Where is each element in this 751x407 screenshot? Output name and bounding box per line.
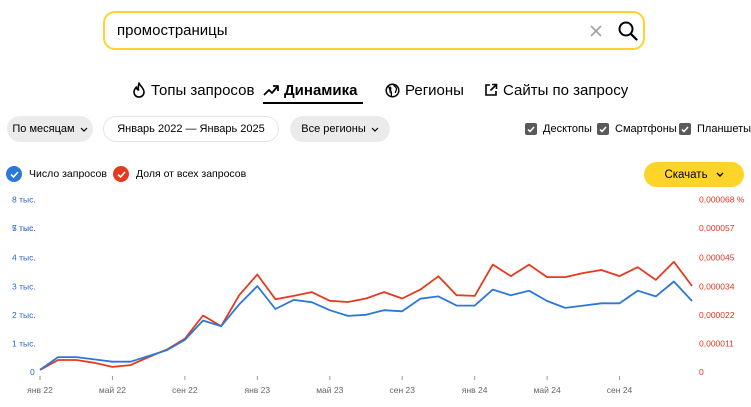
tab-sites[interactable]: Сайты по запросу <box>484 78 628 102</box>
tabs-nav: Топы запросов Динамика Регионы Сайты по … <box>0 78 751 104</box>
checkbox-icon <box>597 123 609 135</box>
search-input[interactable] <box>117 13 577 48</box>
checkbox-smartphones[interactable]: Смартфоны <box>597 122 677 136</box>
download-button[interactable]: Скачать <box>644 162 744 187</box>
y-left-tick-label: 2 тыс. <box>12 310 36 320</box>
x-tick-label: янв 23 <box>245 385 271 395</box>
y-right-tick-label: 0,000011 <box>699 339 734 349</box>
x-tick-label: сен 23 <box>389 385 415 395</box>
right-axis: 0 0,000011 0,000022 0,000034 0,000045 0,00005… <box>699 195 745 378</box>
regions-select[interactable]: Все регионы <box>290 116 390 142</box>
checkbox-icon <box>525 123 537 135</box>
tab-label: Сайты по запросу <box>503 81 629 99</box>
y-left-tick-label: 7 тыс. <box>12 223 36 233</box>
dynamics-chart: 0 1 тыс. 2 тыс. 3 тыс. 4 тыс. 5 тыс.7 тыс. 8 т… <box>12 195 745 396</box>
period-select[interactable]: По месяцам <box>7 116 93 142</box>
legend-label: Число запросов <box>29 168 107 180</box>
period-label: По месяцам <box>12 123 75 135</box>
globe-icon <box>385 82 400 98</box>
trend-up-icon <box>263 85 279 96</box>
chevron-down-icon <box>80 127 88 132</box>
x-tick-label: янв 22 <box>27 385 53 395</box>
x-axis: янв 22 май 22 сен 22 янв 23 май 23 сен 23 янв … <box>27 376 633 395</box>
external-link-icon <box>485 83 498 96</box>
tab-label: Топы запросов <box>151 81 255 99</box>
check-circle-icon <box>113 166 129 182</box>
flame-icon <box>133 82 145 98</box>
checkbox-desktops[interactable]: Десктопы <box>525 122 592 136</box>
x-tick-label: май 23 <box>316 385 343 395</box>
y-right-tick-label: 0,000057 <box>699 223 735 233</box>
y-right-tick-label: 0,000034 <box>699 282 735 292</box>
search-icon[interactable] <box>617 20 639 42</box>
x-tick-label: сен 22 <box>172 385 198 395</box>
tab-label: Регионы <box>405 81 464 99</box>
date-range-picker[interactable]: Январь 2022 — Январь 2025 <box>103 116 279 142</box>
y-left-tick-label: 0 <box>30 367 35 377</box>
checkbox-tablets[interactable]: Планшеты <box>679 122 751 136</box>
checkbox-label: Десктопы <box>543 123 592 135</box>
series-line-share <box>39 260 693 371</box>
y-left-tick-label: 3 тыс. <box>12 282 36 292</box>
search-bar <box>103 11 645 50</box>
y-left-tick-label: 5 тыс. <box>12 223 36 233</box>
y-right-tick-label: 0,000068 % <box>699 195 745 205</box>
checkbox-label: Планшеты <box>697 123 751 135</box>
regions-label: Все регионы <box>301 123 366 135</box>
legend-item-share[interactable]: Доля от всех запросов <box>113 166 246 182</box>
check-circle-icon <box>6 166 22 182</box>
checkbox-label: Смартфоны <box>615 123 677 135</box>
x-tick-label: сен 24 <box>607 385 633 395</box>
download-label: Скачать <box>664 168 708 181</box>
y-left-tick-label: 1 тыс. <box>12 339 36 349</box>
tab-dynamics[interactable]: Динамика <box>263 78 364 104</box>
y-right-tick-label: 0,000045 <box>699 253 735 263</box>
y-right-tick-label: 0 <box>699 367 704 377</box>
left-axis: 0 1 тыс. 2 тыс. 3 тыс. 4 тыс. 5 тыс.7 тыс. 8 т… <box>12 195 36 378</box>
chevron-down-icon <box>716 172 724 177</box>
x-tick-label: янв 24 <box>462 385 488 395</box>
tab-regions[interactable]: Регионы <box>385 78 464 102</box>
date-range-label: Январь 2022 — Январь 2025 <box>117 123 265 135</box>
filters-row: По месяцам Январь 2022 — Январь 2025 Все… <box>0 116 751 142</box>
y-left-tick-label: 8 тыс. <box>12 195 36 205</box>
tab-label: Динамика <box>284 81 358 99</box>
y-right-tick-label: 0,000022 <box>699 310 735 320</box>
legend-label: Доля от всех запросов <box>136 168 247 180</box>
checkbox-icon <box>679 123 691 135</box>
x-tick-label: май 24 <box>534 385 561 395</box>
chevron-down-icon <box>371 127 379 132</box>
clear-icon[interactable] <box>588 23 604 39</box>
x-tick-label: май 22 <box>99 385 126 395</box>
legend-item-count[interactable]: Число запросов <box>6 166 107 182</box>
series-line-count <box>39 280 693 371</box>
y-left-tick-label: 4 тыс. <box>12 253 36 263</box>
tab-top-queries[interactable]: Топы запросов <box>132 78 254 102</box>
